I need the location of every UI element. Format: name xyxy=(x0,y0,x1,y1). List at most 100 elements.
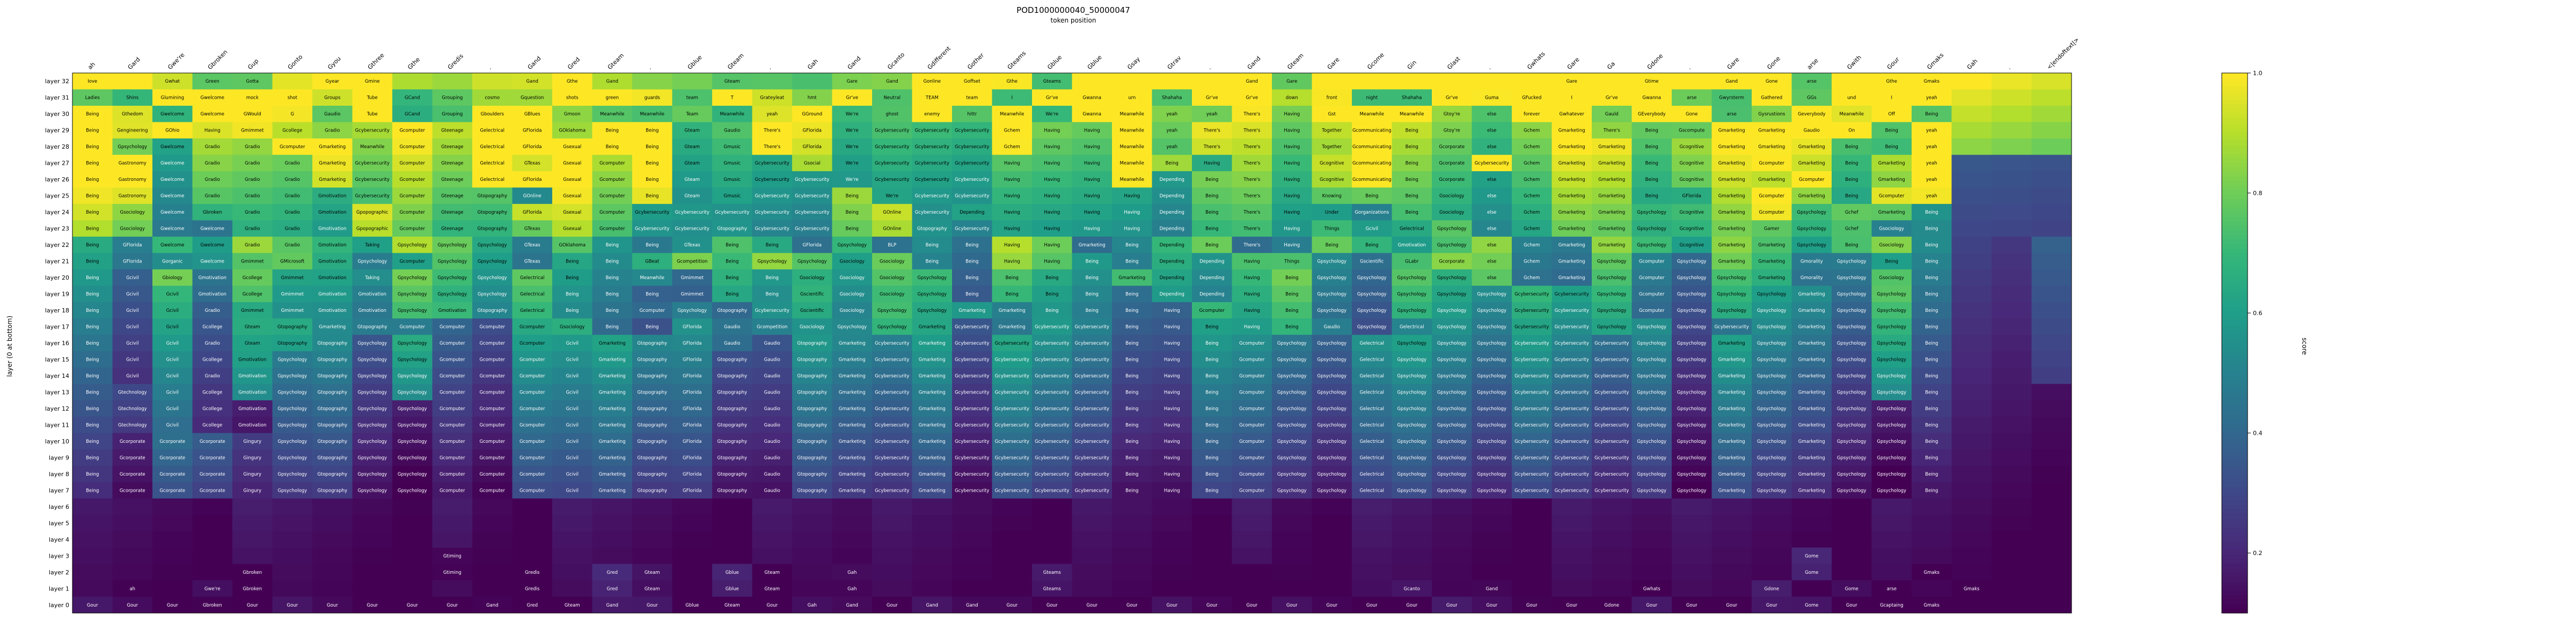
heatmap-cell xyxy=(712,564,752,581)
heatmap-cell xyxy=(1432,498,1472,515)
heatmap-cell xyxy=(1032,596,1072,614)
cell-label: Gpopographic xyxy=(356,227,389,232)
cell-label: Being xyxy=(726,259,738,265)
heatmap-cell xyxy=(752,334,793,352)
heatmap-cell xyxy=(1711,564,1752,581)
heatmap-cell xyxy=(752,564,793,581)
heatmap-cell xyxy=(872,286,912,303)
cell-label: Having xyxy=(1244,292,1260,297)
heatmap-cell xyxy=(2031,138,2072,155)
cell-label: Having xyxy=(1204,161,1220,166)
cell-label: GFlorida xyxy=(683,325,702,330)
cell-label: Gcybersecurity xyxy=(1555,390,1589,395)
cell-label: Gand xyxy=(886,79,898,84)
cell-label: Gome xyxy=(1845,586,1858,592)
heatmap-cell xyxy=(432,334,473,352)
heatmap-cell xyxy=(312,465,353,483)
x-tick-label: Gother xyxy=(966,52,985,71)
heatmap-cell xyxy=(1152,531,1192,548)
cell-label: Gcorporate xyxy=(200,472,225,477)
cell-label: GFucked xyxy=(1522,96,1541,101)
heatmap-cell xyxy=(952,465,992,483)
cell-label: Gand xyxy=(846,603,858,608)
heatmap-cell xyxy=(792,482,832,499)
heatmap-cell xyxy=(952,138,992,155)
colorbar-segment xyxy=(2222,217,2248,222)
cell-label: Knowing xyxy=(1322,194,1342,199)
y-tick-label: layer 7 xyxy=(49,487,69,494)
heatmap-cell xyxy=(352,269,393,286)
cell-label: Gmarketing xyxy=(1718,210,1745,215)
cell-label: GLabr xyxy=(1405,259,1419,265)
cell-label: Gteenage xyxy=(441,177,464,183)
heatmap-cell xyxy=(1871,286,1912,303)
cell-label: Being xyxy=(86,406,99,412)
cell-label: Depending xyxy=(1160,292,1184,297)
cell-label: Gsociology xyxy=(1439,210,1464,215)
cell-label: arse xyxy=(1727,112,1737,117)
cell-label: Gmarketing xyxy=(1718,227,1745,232)
heatmap-cell xyxy=(1791,351,1832,368)
cell-label: Gpsychology xyxy=(1837,325,1867,330)
heatmap-cell xyxy=(112,89,153,106)
cell-label: Gpsychology xyxy=(1317,390,1346,395)
heatmap-cell xyxy=(592,122,633,139)
heatmap-cell xyxy=(432,515,473,531)
cell-label: Gaudio xyxy=(764,472,780,477)
cell-label: Shins xyxy=(126,96,139,101)
heatmap-cell xyxy=(792,400,832,417)
heatmap-cell xyxy=(1552,171,1592,188)
heatmap-cell xyxy=(1192,89,1232,106)
cell-label: Gcivil xyxy=(566,488,579,493)
cell-label: Gmaks xyxy=(1924,603,1940,608)
cell-label: Being xyxy=(86,128,99,134)
y-tick-label: layer 18 xyxy=(45,307,69,314)
heatmap-cell xyxy=(1912,351,1952,368)
heatmap-cell xyxy=(232,433,273,450)
heatmap-cell xyxy=(1791,531,1832,548)
heatmap-cell xyxy=(1272,203,1312,221)
heatmap-cell xyxy=(672,318,713,335)
heatmap-cell xyxy=(1152,482,1192,499)
x-tick-label: Gred xyxy=(566,56,581,71)
cell-label: Gtopography xyxy=(717,406,747,412)
heatmap-cell xyxy=(552,105,592,122)
heatmap-cell xyxy=(352,89,393,106)
heatmap-cell xyxy=(1832,515,1872,531)
cell-label: Gotta xyxy=(246,79,259,84)
cell-label: Gcybersecurity xyxy=(1514,308,1549,313)
heatmap-cell xyxy=(2031,449,2072,466)
cell-label: Being xyxy=(1645,194,1658,199)
heatmap-cell xyxy=(512,302,553,319)
heatmap-cell xyxy=(1672,564,1712,581)
heatmap-cell xyxy=(752,515,793,531)
cell-label: Gtopography xyxy=(317,406,347,412)
cell-label: Being xyxy=(566,259,579,265)
heatmap-cell xyxy=(72,400,113,417)
heatmap-cell xyxy=(1392,203,1432,221)
heatmap-cell xyxy=(312,498,353,515)
heatmap-cell xyxy=(1072,89,1113,106)
cell-label: Gcivil xyxy=(566,422,579,428)
heatmap-cell xyxy=(1711,351,1752,368)
heatmap-cell xyxy=(312,351,353,368)
cell-label: Gcivil xyxy=(166,357,179,362)
cell-label: Gpsychology xyxy=(398,472,427,477)
heatmap-cell xyxy=(152,334,193,352)
heatmap-cell xyxy=(1592,318,1632,335)
cell-label: Gcomputer xyxy=(479,488,505,493)
heatmap-cell xyxy=(552,286,592,303)
colorbar-segment xyxy=(2222,145,2248,150)
cell-label: Gpsychology xyxy=(1477,406,1506,412)
cell-label: Gscientific xyxy=(800,292,824,297)
heatmap-cell xyxy=(1192,286,1232,303)
cell-label: Gmarketing xyxy=(1118,275,1145,281)
cell-label: On xyxy=(1848,128,1855,134)
heatmap-cell xyxy=(1272,498,1312,515)
heatmap-cell xyxy=(1352,253,1392,270)
heatmap-cell xyxy=(1631,515,1672,531)
heatmap-cell xyxy=(432,187,473,205)
heatmap-cell xyxy=(592,400,633,417)
heatmap-cell xyxy=(1112,302,1152,319)
cell-label: Being xyxy=(1285,292,1298,297)
